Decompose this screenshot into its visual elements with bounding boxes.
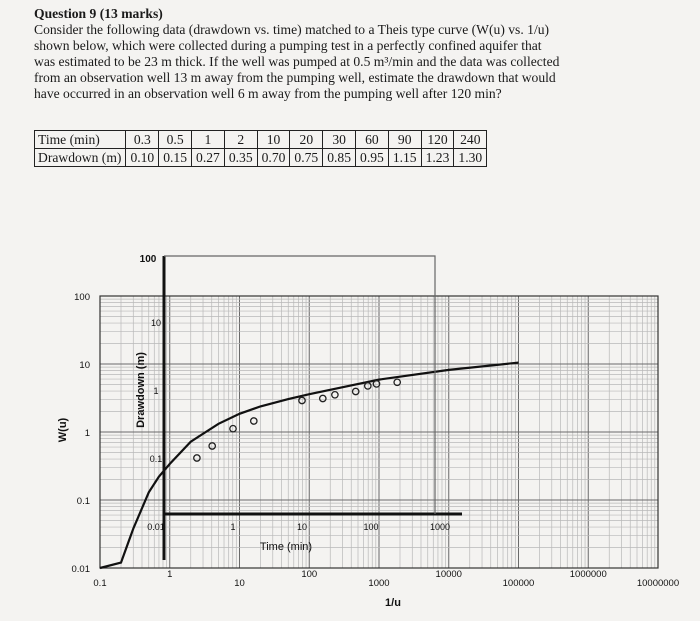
overlay-y-tick-label: 1 (153, 386, 158, 396)
overlay-x-tick-label: 1 (230, 522, 235, 532)
data-point (372, 380, 381, 388)
drawdown-cell: 0.35 (223, 148, 258, 167)
x-tick-label: 1000 (368, 578, 389, 589)
x-tick-label: 0.1 (93, 578, 106, 589)
x-tick-label: 10000000 (637, 578, 679, 589)
type-curve-line (99, 361, 519, 570)
x-tick-label: 100 (301, 569, 317, 580)
data-point (363, 382, 372, 390)
overlay-sheet-border (164, 255, 436, 514)
question-block: Question 9 (13 marks) Consider the follo… (34, 6, 674, 102)
question-line: was estimated to be 23 m thick. If the w… (34, 54, 560, 69)
y-tick-label: 100 (74, 292, 90, 303)
y-tick-label: 10 (79, 360, 90, 371)
plot-frame (99, 295, 659, 569)
time-cell: 20 (289, 130, 324, 149)
data-point (393, 378, 402, 387)
question-line: have occurred in an observation well 6 m… (34, 86, 502, 101)
data-point (318, 394, 327, 403)
overlay-y-tick-label: 0.01 (147, 522, 165, 532)
time-cell: 1 (191, 130, 225, 149)
overlay-y-tick-label: 10 (151, 318, 161, 328)
y-tick-label: 0.1 (77, 496, 90, 507)
data-point (249, 417, 258, 425)
time-cell: 120 (420, 130, 455, 149)
type-curve-chart: 0.1 1 10 100 1000 10000 100000 1000000 10000000 1… (57, 254, 679, 609)
drawdown-cell: 1.30 (453, 148, 488, 167)
overlay-x-tick-label: 100 (363, 522, 378, 532)
x-tick-label: 10000 (436, 569, 462, 580)
time-cell: 0.5 (158, 130, 193, 149)
x-tick-label: 1000000 (570, 569, 607, 580)
overlay-y-tick-label: 0.1 (150, 454, 163, 464)
time-cell: 2 (223, 130, 258, 149)
time-cell: 240 (453, 130, 488, 149)
overlay-top-label: 100 (140, 254, 157, 265)
question-title: Question 9 (13 marks) (34, 6, 163, 21)
time-cell: 10 (256, 130, 291, 149)
drawdown-cell: 1.15 (387, 148, 422, 167)
drawdown-cell: 0.27 (191, 148, 225, 167)
x-axis-label: 1/u (385, 597, 401, 609)
data-point (331, 390, 339, 399)
overlay-x-tick-label: 10 (297, 522, 307, 532)
time-row: Time (min) 0.3 0.5 1 2 10 20 30 60 90 12… (33, 130, 488, 149)
y-tick-label: 0.01 (72, 564, 91, 575)
data-point (229, 424, 237, 433)
y-tick-label: 1 (85, 428, 90, 439)
data-point (298, 396, 306, 405)
data-point (351, 387, 360, 396)
overlay-x-label: Time (min) (260, 541, 312, 553)
drawdown-cell: 0.10 (125, 148, 160, 167)
x-tick-label: 10 (234, 578, 245, 589)
overlay-y-label: Drawdown (m) (135, 352, 147, 428)
x-tick-label: 100000 (503, 578, 535, 589)
data-point (193, 454, 201, 462)
overlay-x-tick-label: 1000 (430, 522, 450, 532)
drawdown-cell: 0.70 (256, 148, 291, 167)
drawdown-cell: 0.15 (158, 148, 193, 167)
drawdown-cell: 1.23 (420, 148, 455, 167)
time-cell: 0.3 (125, 130, 160, 149)
drawdown-cell: 0.95 (355, 148, 389, 167)
time-cell: 30 (322, 130, 357, 149)
x-tick-label: 1 (167, 569, 172, 580)
drawdown-cell: 0.85 (322, 148, 357, 167)
drawdown-header: Drawdown (m) (33, 148, 127, 167)
drawdown-cell: 0.75 (289, 148, 324, 167)
data-point (208, 442, 217, 450)
question-line: from an observation well 13 m away from … (34, 70, 556, 85)
y-axis-label: W(u) (57, 417, 69, 442)
data-table: Time (min) 0.3 0.5 1 2 10 20 30 60 90 12… (33, 130, 488, 167)
drawdown-row: Drawdown (m) 0.10 0.15 0.27 0.35 0.70 0.… (33, 148, 488, 167)
time-header: Time (min) (33, 130, 127, 149)
question-line: Consider the following data (drawdown vs… (34, 22, 550, 37)
question-line: shown below, which were collected during… (34, 38, 542, 53)
time-cell: 60 (355, 130, 389, 149)
type-curve-figure: 0.1 1 10 100 1000 10000 100000 1000000 10000000 1… (0, 240, 700, 621)
time-cell: 90 (387, 130, 422, 149)
